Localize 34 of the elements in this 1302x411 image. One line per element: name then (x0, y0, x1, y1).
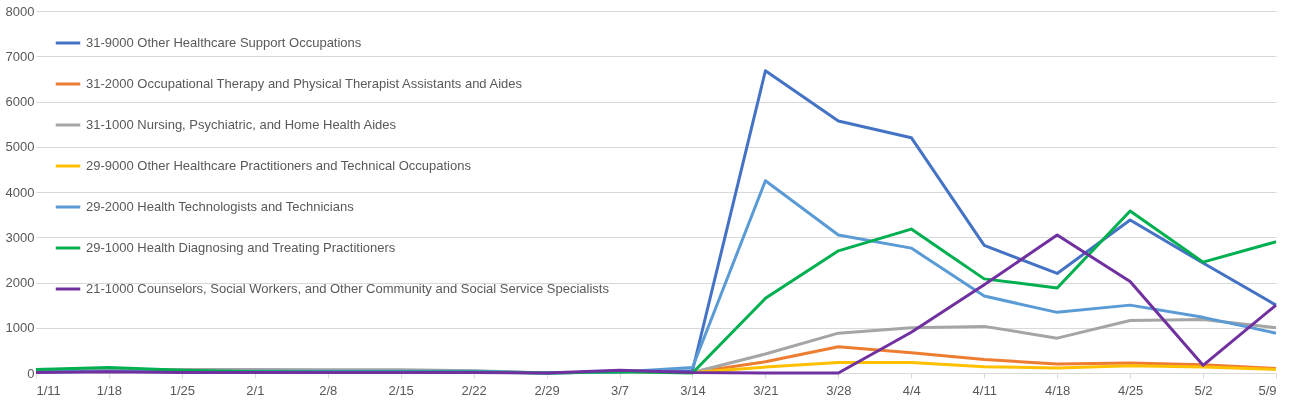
x-tick-label: 3/7 (610, 382, 630, 398)
x-tick-label: 2/8 (319, 382, 338, 398)
y-tick-label: 3000 (5, 229, 35, 245)
legend-label: 21-1000 Counselors, Social Workers, and Other Community and Social Service Specialists (86, 281, 610, 296)
y-tick-label: 1000 (5, 320, 35, 336)
x-tick-label: 4/25 (1117, 382, 1144, 398)
x-tick-label: 4/4 (902, 382, 921, 398)
x-tick-label: 5/9 (1258, 382, 1277, 398)
x-tick-label: 4/18 (1045, 382, 1071, 398)
y-tick-label: 5000 (5, 139, 35, 155)
legend-label: 29-2000 Health Technologists and Technicians (86, 199, 355, 214)
y-tick-label: 8000 (5, 3, 35, 19)
legend-label: 31-9000 Other Healthcare Support Occupations (86, 35, 362, 50)
x-tick-label: 1/25 (169, 382, 196, 398)
x-tick-label: 5/2 (1194, 382, 1213, 398)
x-tick-label: 2/15 (388, 382, 414, 398)
y-tick-label: 6000 (5, 94, 35, 109)
legend-label: 29-1000 Health Diagnosing and Treating Practitioners (86, 240, 396, 255)
x-tick-label: 2/22 (461, 382, 487, 398)
x-tick-label: 3/14 (680, 382, 706, 398)
x-tick-label: 1/11 (36, 382, 61, 398)
x-tick-label: 3/21 (753, 382, 779, 398)
y-tick-label: 7000 (5, 48, 35, 64)
legend-label: 31-1000 Nursing, Psychiatric, and Home Health Aides (86, 117, 397, 132)
legend-label: 31-2000 Occupational Therapy and Physical Therapist Assistants and Aides (86, 76, 523, 91)
legend-label: 29-9000 Other Healthcare Practitioners and Technical Occupations (86, 158, 472, 173)
y-tick-label: 2000 (5, 275, 35, 290)
y-tick-label: 4000 (5, 184, 35, 200)
x-tick-label: 2/1 (246, 382, 265, 398)
x-tick-label: 2/29 (534, 382, 560, 398)
y-tick-label: 0 (27, 365, 35, 381)
x-tick-label: 1/18 (96, 382, 123, 398)
x-tick-label: 3/28 (826, 382, 852, 398)
x-tick-label: 4/11 (972, 382, 997, 398)
